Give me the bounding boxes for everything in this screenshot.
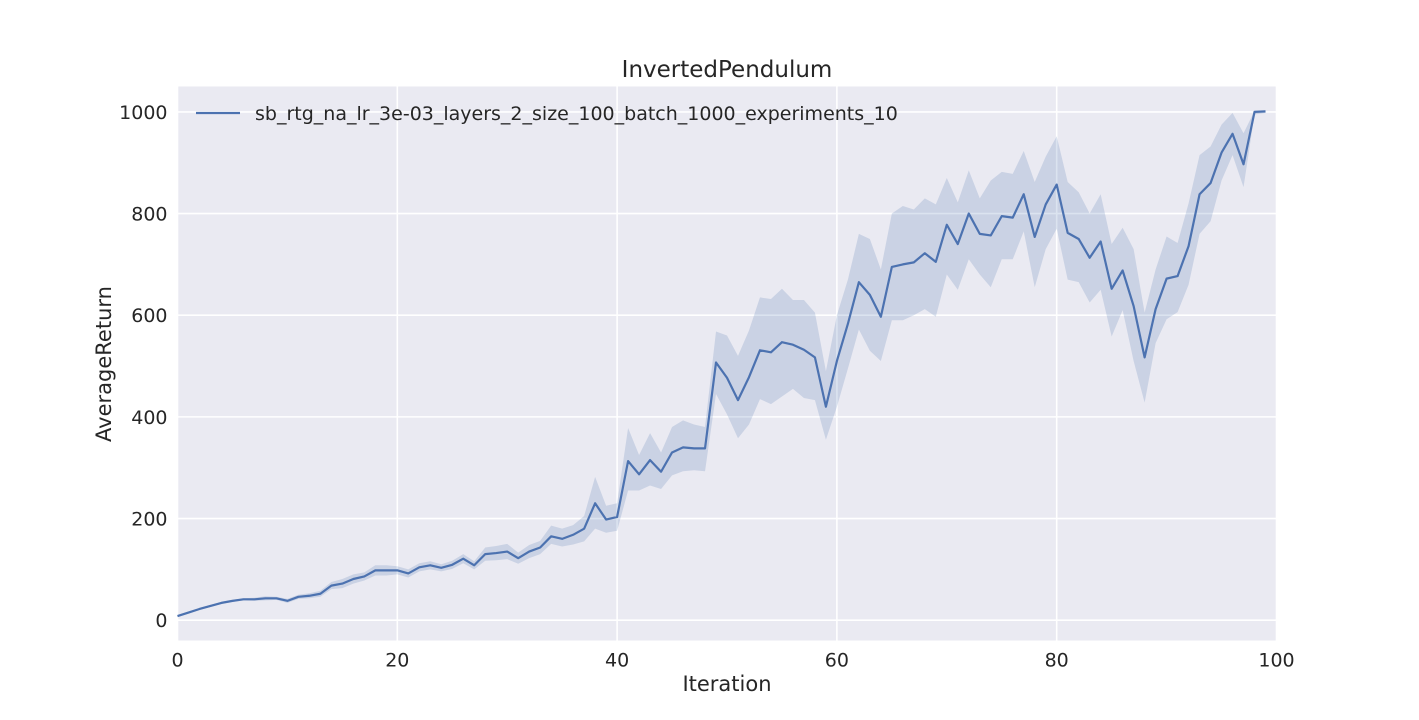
confidence-band — [177, 110, 1266, 618]
grid — [176, 86, 1278, 641]
x-tick-label: 100 — [1258, 650, 1294, 672]
x-tick-label: 40 — [605, 650, 629, 672]
x-tick-label: 80 — [1045, 650, 1069, 672]
x-tick-label: 20 — [385, 650, 409, 672]
y-axis-label: AverageReturn — [92, 286, 116, 442]
plot-area — [177, 86, 1277, 641]
x-axis-label: Iteration — [682, 672, 771, 696]
series-line — [177, 110, 1266, 618]
legend: sb_rtg_na_lr_3e-03_layers_2_size_100_bat… — [196, 103, 898, 125]
y-tick-label: 200 — [131, 509, 167, 531]
y-tick-label: 800 — [131, 204, 167, 226]
chart-title: InvertedPendulum — [622, 57, 833, 83]
legend-label: sb_rtg_na_lr_3e-03_layers_2_size_100_bat… — [255, 103, 898, 125]
y-tick-label: 400 — [131, 407, 167, 429]
y-tick-label: 0 — [155, 610, 167, 632]
x-tick-label: 60 — [825, 650, 849, 672]
x-tick-label: 0 — [171, 650, 183, 672]
y-tick-label: 600 — [131, 305, 167, 327]
y-tick-label: 1000 — [119, 102, 167, 124]
